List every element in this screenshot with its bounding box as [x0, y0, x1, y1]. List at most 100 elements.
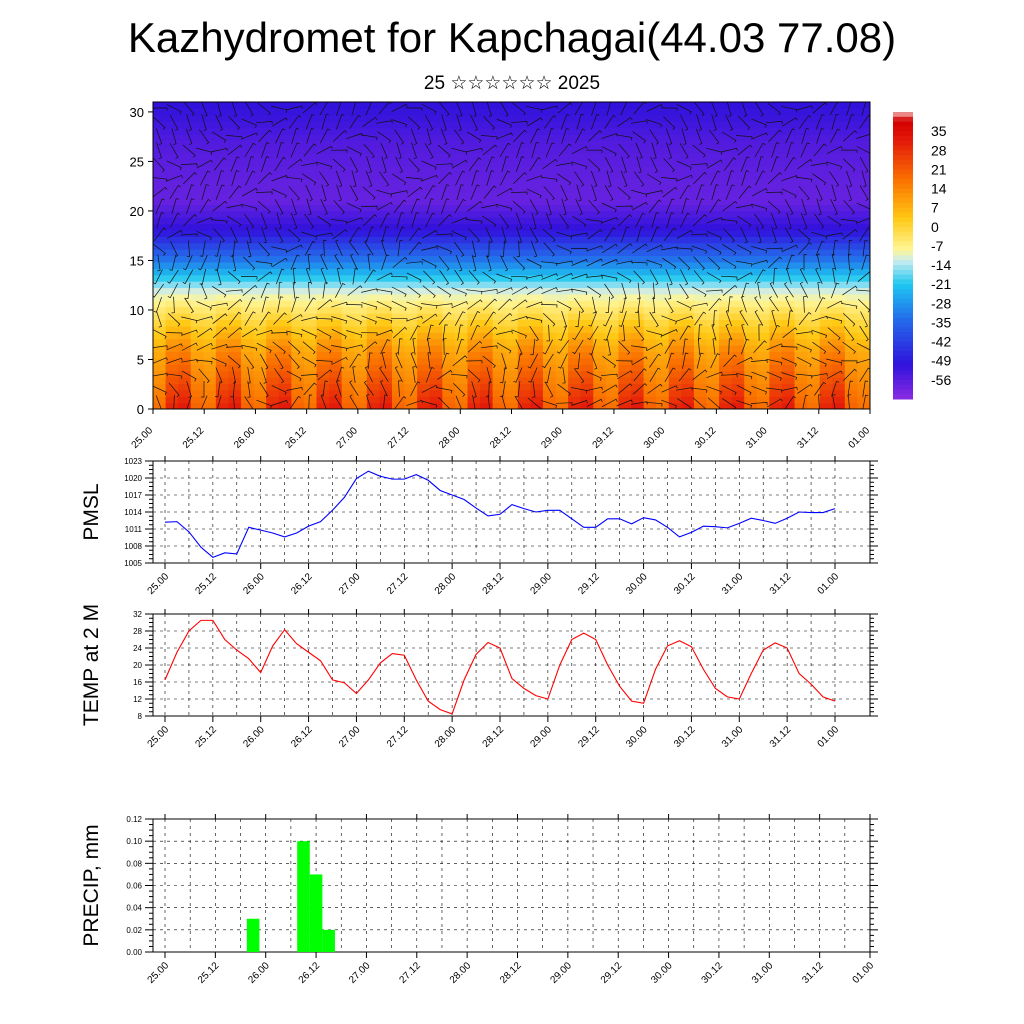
wind-barb — [256, 342, 272, 354]
wind-barb — [706, 159, 723, 169]
field-cell — [542, 357, 557, 365]
field-cell — [719, 204, 733, 212]
field-cell — [178, 172, 192, 180]
field-cell — [480, 377, 494, 385]
field-cell — [241, 255, 255, 263]
field-cell — [807, 133, 821, 141]
x-tick-label: 31.00 — [744, 425, 770, 451]
field-cell — [769, 153, 783, 161]
field-cell — [303, 133, 318, 141]
field-cell — [379, 357, 393, 365]
field-cell — [605, 306, 620, 314]
field-cell — [693, 293, 708, 301]
field-cell — [266, 217, 280, 225]
field-cell — [794, 197, 808, 205]
field-cell — [341, 191, 355, 199]
field-cell — [668, 306, 682, 314]
wind-barb — [766, 387, 783, 393]
field-cell — [530, 185, 544, 193]
field-cell — [303, 268, 318, 276]
field-cell — [228, 383, 242, 391]
field-cell — [719, 185, 733, 193]
wind-barb — [631, 356, 648, 366]
field-cell — [153, 159, 167, 167]
field-cell — [580, 293, 594, 301]
wind-barb — [381, 239, 387, 257]
wind-barb — [695, 128, 703, 145]
field-cell — [341, 242, 355, 250]
wind-barb — [571, 146, 588, 155]
wind-barb — [405, 107, 423, 111]
field-cell — [278, 383, 292, 391]
wind-barb — [784, 395, 796, 409]
colorbar-swatch — [893, 327, 913, 333]
field-cell — [693, 159, 708, 167]
field-cell — [693, 345, 708, 353]
wind-barb — [230, 156, 240, 172]
wind-barb — [666, 282, 672, 300]
field-cell — [731, 140, 745, 148]
field-cell — [656, 274, 670, 282]
x-tick-label: 29.00 — [539, 425, 565, 451]
colorbar-swatch — [893, 360, 913, 367]
wind-barb — [515, 380, 521, 398]
wind-barb — [427, 352, 431, 369]
field-cell — [480, 357, 494, 365]
field-cell — [819, 300, 833, 308]
field-cell — [668, 217, 682, 225]
field-cell — [681, 274, 695, 282]
field-cell — [605, 402, 620, 409]
field-cell — [643, 364, 657, 372]
y-tick-label: 20 — [133, 661, 142, 670]
wind-barb — [376, 316, 393, 324]
field-cell — [492, 229, 506, 237]
field-cell — [706, 153, 720, 161]
field-cell — [429, 300, 443, 308]
field-cell — [693, 172, 708, 180]
field-cell — [781, 268, 796, 276]
wind-barb — [693, 214, 707, 227]
x-tick-label: 30.00 — [624, 571, 650, 597]
field-cell — [354, 377, 368, 385]
wind-barb — [363, 214, 377, 227]
field-cell — [266, 172, 280, 180]
field-cell — [492, 140, 506, 148]
wind-barb — [780, 346, 798, 350]
field-cell — [442, 274, 456, 282]
field-cell — [266, 345, 280, 353]
field-cell — [568, 165, 582, 173]
field-cell — [530, 159, 544, 167]
wind-barb — [649, 269, 659, 286]
field-cell — [681, 223, 695, 231]
field-cell — [467, 133, 481, 141]
field-cell — [781, 338, 796, 346]
field-cell — [253, 172, 267, 180]
field-cell — [291, 140, 305, 148]
field-cell — [719, 300, 733, 308]
field-cell — [341, 159, 355, 167]
field-cell — [605, 249, 620, 257]
field-cell — [781, 383, 796, 391]
field-cell — [593, 159, 607, 167]
field-cell — [731, 127, 745, 135]
field-cell — [467, 172, 481, 180]
field-cell — [165, 377, 179, 385]
field-cell — [631, 364, 645, 372]
colorbar-swatch — [893, 121, 913, 127]
field-cell — [605, 313, 620, 321]
wind-barb — [665, 269, 673, 286]
wind-barb — [511, 286, 528, 295]
field-cell — [580, 351, 594, 359]
field-cell — [681, 121, 695, 129]
field-cell — [505, 108, 519, 116]
wind-barb — [317, 299, 333, 310]
field-cell — [404, 153, 418, 161]
field-cell — [492, 236, 506, 244]
field-cell — [429, 268, 443, 276]
field-cell — [417, 197, 431, 205]
wind-barb — [320, 394, 327, 409]
field-cell — [329, 377, 343, 385]
wind-barb — [185, 282, 191, 299]
field-cell — [178, 325, 192, 333]
field-cell — [593, 338, 607, 346]
